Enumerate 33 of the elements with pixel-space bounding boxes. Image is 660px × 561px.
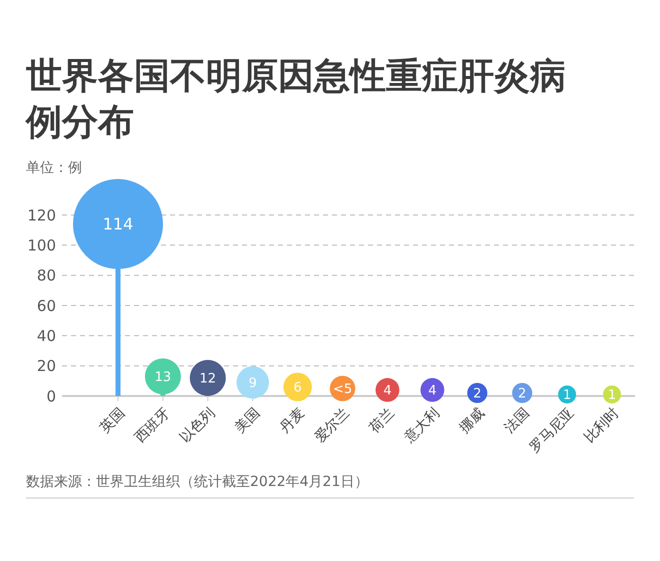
y-tick-label: 40 xyxy=(36,326,56,345)
y-tick-label: 80 xyxy=(36,266,56,285)
data-label: 13 xyxy=(154,370,172,385)
source-note: 数据来源：世界卫生组织（统计截至2022年4月21日） xyxy=(26,474,368,490)
y-tick-label: 0 xyxy=(46,387,56,406)
y-tick-label: 100 xyxy=(27,236,56,254)
data-label: 6 xyxy=(293,380,302,396)
x-tick-label: 英国 xyxy=(97,404,128,436)
x-tick-label: 法国 xyxy=(501,404,532,436)
data-label: 1 xyxy=(562,388,572,404)
data-label: 4 xyxy=(383,384,392,399)
data-label: 2 xyxy=(518,386,526,402)
x-tick-label: 比利时 xyxy=(581,404,622,446)
x-tick-label: 爱尔兰 xyxy=(312,404,353,446)
x-tick-label: 丹麦 xyxy=(276,404,308,436)
data-label: 4 xyxy=(428,384,437,399)
data-label: 12 xyxy=(200,371,216,386)
x-tick-label: 意大利 xyxy=(400,404,443,447)
data-label: 2 xyxy=(473,386,482,402)
x-tick-label: 荷兰 xyxy=(366,404,398,436)
y-tick-label: 20 xyxy=(36,357,56,376)
x-tick-label: 以色列 xyxy=(177,404,218,446)
y-tick-label: 60 xyxy=(36,296,56,315)
x-tick-label: 西班牙 xyxy=(132,404,174,446)
y-axis-title: 单位：例 xyxy=(26,160,82,176)
chart-title: 世界各国不明原因急性重症肝炎病例分布 xyxy=(25,56,566,143)
data-label: <5 xyxy=(332,382,352,398)
y-tick-label: 120 xyxy=(27,206,56,224)
x-tick-label: 挪威 xyxy=(456,404,488,436)
x-tick-label: 美国 xyxy=(232,404,264,436)
data-label: 114 xyxy=(102,214,134,234)
data-label: 9 xyxy=(248,376,257,391)
data-label: 1 xyxy=(608,388,616,404)
